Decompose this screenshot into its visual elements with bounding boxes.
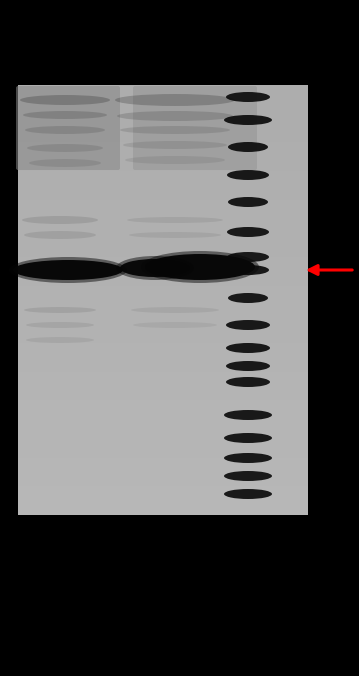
Bar (18, 343, 308, 358)
Ellipse shape (226, 361, 270, 371)
Ellipse shape (120, 126, 230, 134)
FancyBboxPatch shape (16, 86, 120, 170)
Ellipse shape (228, 293, 268, 303)
Bar (18, 472, 308, 486)
Bar (18, 128, 308, 143)
Ellipse shape (115, 94, 235, 106)
Bar (18, 228, 308, 243)
Bar (18, 286, 308, 300)
Bar (18, 358, 308, 372)
Ellipse shape (224, 489, 272, 499)
Ellipse shape (26, 322, 94, 328)
Bar (18, 257, 308, 271)
Ellipse shape (27, 144, 103, 152)
Ellipse shape (125, 156, 225, 164)
Ellipse shape (227, 227, 269, 237)
Ellipse shape (145, 254, 255, 280)
Ellipse shape (24, 307, 96, 313)
Bar (18, 143, 308, 157)
Bar (18, 214, 308, 228)
Bar (18, 414, 308, 429)
Ellipse shape (224, 453, 272, 463)
Bar (18, 314, 308, 329)
Ellipse shape (224, 115, 272, 125)
Ellipse shape (26, 337, 94, 343)
Bar (18, 114, 308, 128)
Ellipse shape (227, 265, 269, 275)
Bar (18, 185, 308, 199)
Bar (18, 400, 308, 414)
Ellipse shape (224, 410, 272, 420)
Bar (18, 386, 308, 400)
Ellipse shape (13, 260, 123, 280)
Ellipse shape (23, 111, 107, 119)
Bar (18, 372, 308, 386)
Ellipse shape (123, 141, 227, 149)
Bar (18, 501, 308, 515)
Ellipse shape (120, 259, 190, 277)
Ellipse shape (29, 159, 101, 167)
Bar (18, 157, 308, 171)
Ellipse shape (131, 307, 219, 313)
Ellipse shape (117, 111, 233, 121)
Bar (18, 271, 308, 286)
Ellipse shape (226, 92, 270, 102)
Bar (18, 243, 308, 257)
Ellipse shape (129, 232, 221, 238)
Ellipse shape (141, 251, 259, 283)
Bar (18, 85, 308, 99)
Ellipse shape (9, 257, 127, 283)
Ellipse shape (224, 471, 272, 481)
Bar (18, 171, 308, 185)
Bar (18, 199, 308, 214)
Ellipse shape (22, 216, 98, 224)
Ellipse shape (226, 320, 270, 330)
Ellipse shape (24, 231, 96, 239)
Ellipse shape (133, 322, 217, 328)
Bar (18, 300, 308, 314)
Ellipse shape (227, 170, 269, 180)
Bar (18, 329, 308, 343)
Ellipse shape (228, 142, 268, 152)
Bar (18, 99, 308, 114)
Ellipse shape (228, 197, 268, 207)
Ellipse shape (20, 95, 110, 105)
Ellipse shape (224, 433, 272, 443)
Ellipse shape (25, 126, 105, 134)
Bar (18, 458, 308, 472)
Ellipse shape (226, 377, 270, 387)
Ellipse shape (227, 252, 269, 262)
Bar (18, 443, 308, 458)
Bar (18, 85, 308, 515)
Bar (18, 486, 308, 501)
Ellipse shape (127, 217, 223, 223)
Ellipse shape (116, 256, 194, 280)
FancyBboxPatch shape (133, 86, 257, 170)
Ellipse shape (226, 343, 270, 353)
Bar (18, 429, 308, 443)
